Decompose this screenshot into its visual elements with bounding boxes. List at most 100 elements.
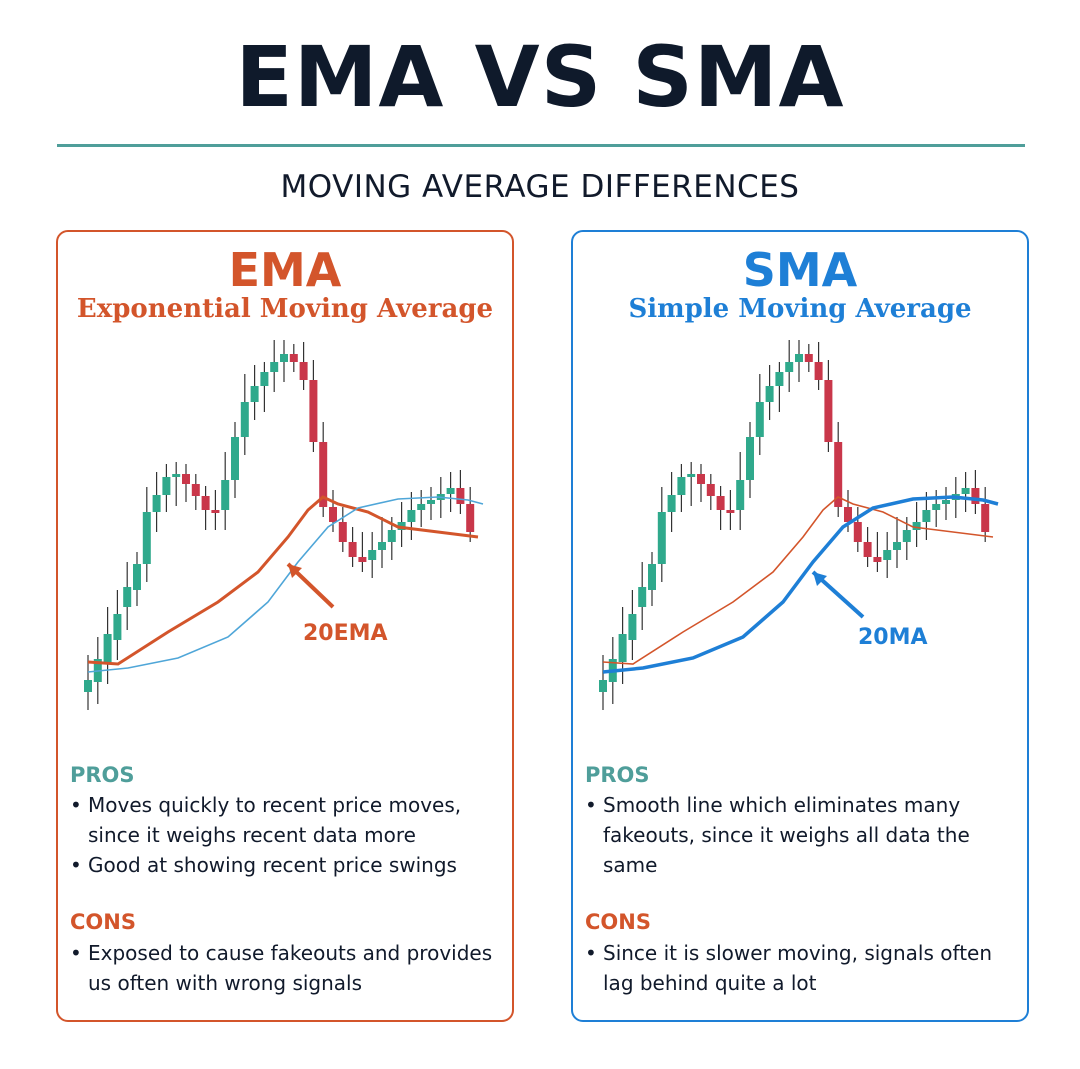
candle-body [329,507,337,522]
candle-body [922,510,931,522]
candle-body [152,495,161,512]
candle-body [260,372,269,386]
candle-body [142,512,151,564]
candle-body [912,522,921,530]
candle-body [883,550,892,560]
candle-body [893,542,901,550]
ema-line [602,496,994,665]
ma-arrow-head [288,564,302,578]
candle-body [358,557,367,562]
candle-body [667,495,676,512]
candle-body [961,488,970,494]
candle-body [902,530,911,542]
candle-body [795,354,803,362]
candle-body [971,488,980,504]
title-divider [57,144,1025,147]
candle-body [270,362,279,372]
candle-body [648,564,656,590]
candle-body [407,510,416,522]
candle-body [687,474,696,477]
candle-body [706,484,715,496]
candle-body [191,484,200,496]
candle-body [123,587,132,607]
candle-body [309,380,318,442]
candle-body [113,614,122,640]
candle-body [446,488,455,494]
candle-body [378,542,386,550]
sma-candlestick-chart: 20MA [599,340,999,710]
candle-body [133,564,141,590]
sma-pro-item-1: Smooth line which eliminates many fakeou… [585,790,1025,880]
candle-body [765,386,774,402]
sma-pros-label: PROS [585,763,650,787]
candle-body [201,496,210,510]
candle-body [677,477,686,495]
candle-body [942,500,950,504]
sma-subheading: Simple Moving Average [628,294,972,324]
candle-body [348,542,357,557]
ema-pro-item-2: Good at showing recent price swings [70,850,510,880]
candle-body [873,557,882,562]
ema-pros-label: PROS [70,763,135,787]
candle-body [628,614,637,640]
candle-body [417,504,426,510]
candle-body [746,437,754,480]
sma-pros-list: Smooth line which eliminates many fakeou… [585,790,1025,880]
candle-body [785,362,794,372]
ema-cons-list: Exposed to cause fakeouts and provides u… [70,938,510,998]
candle-body [697,474,705,484]
candle-body [250,386,259,402]
sma-heading: SMA [742,243,858,297]
candle-body [299,362,308,380]
candle-body [736,480,745,510]
ema-con-item-1: Exposed to cause fakeouts and provides u… [70,938,510,998]
candle-body [844,507,852,522]
candle-body [853,522,862,542]
candle-body [240,402,249,437]
candle-body [863,542,872,557]
ema-subheading: Exponential Moving Average [76,294,494,324]
candle-body [368,550,377,560]
candle-body [289,354,298,362]
ema-panel: EMA Exponential Moving Average 20EMA PRO… [56,230,514,1022]
candle-body [755,402,764,437]
candle-body [775,372,784,386]
sma-line [87,496,484,673]
page-title: EMA VS SMA [235,28,845,126]
candle-body [103,634,112,662]
candle-body [981,504,990,532]
sma-cons-list: Since it is slower moving, signals often… [585,938,1025,998]
ma-arrow-head [813,572,827,586]
candle-body [319,442,328,507]
candle-body [726,510,735,513]
ma-label: 20EMA [303,621,388,646]
ema-candlestick-chart: 20EMA [84,340,484,710]
candle-body [824,380,833,442]
ema-pro-item-1: Moves quickly to recent price moves, sin… [70,790,510,850]
candle-body [638,587,647,607]
sma-line [602,495,999,674]
ma-label: 20MA [858,625,928,650]
candle-body [427,500,435,504]
candle-body [280,354,288,362]
ema-cons-label: CONS [70,910,136,934]
candle-body [599,680,607,692]
candle-body [932,504,941,510]
candle-body [387,530,396,542]
candle-body [221,480,230,510]
candle-body [338,522,347,542]
candle-body [466,504,475,532]
candle-body [834,442,843,507]
candle-body [716,496,725,510]
candle-body [814,362,823,380]
candle-body [162,477,171,495]
page-subtitle: MOVING AVERAGE DIFFERENCES [280,169,800,205]
sma-cons-label: CONS [585,910,651,934]
candle-body [804,354,813,362]
candle-body [211,510,220,513]
sma-panel: SMA Simple Moving Average 20MA PROS Smoo… [571,230,1029,1022]
candle-body [182,474,190,484]
ema-line [87,495,479,666]
sma-con-item-1: Since it is slower moving, signals often… [585,938,1025,998]
ema-heading: EMA [228,243,342,297]
